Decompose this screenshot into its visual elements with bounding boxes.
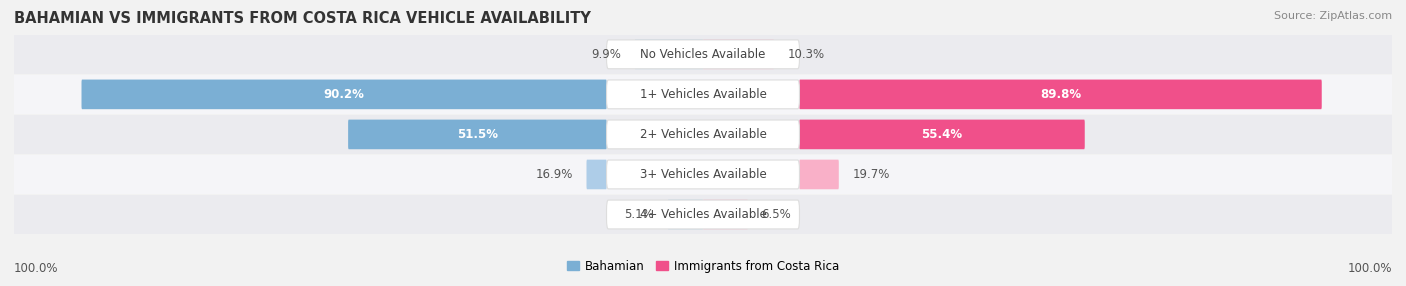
FancyBboxPatch shape xyxy=(668,200,703,229)
FancyBboxPatch shape xyxy=(800,80,1322,109)
Text: 19.7%: 19.7% xyxy=(852,168,890,181)
FancyBboxPatch shape xyxy=(349,120,606,149)
FancyBboxPatch shape xyxy=(634,39,703,69)
FancyBboxPatch shape xyxy=(703,200,748,229)
Text: 100.0%: 100.0% xyxy=(14,262,59,275)
FancyBboxPatch shape xyxy=(800,160,839,189)
Text: 10.3%: 10.3% xyxy=(787,48,825,61)
Text: 3+ Vehicles Available: 3+ Vehicles Available xyxy=(640,168,766,181)
FancyBboxPatch shape xyxy=(703,39,775,69)
Text: 2+ Vehicles Available: 2+ Vehicles Available xyxy=(640,128,766,141)
Bar xyxy=(14,35,1392,74)
Text: BAHAMIAN VS IMMIGRANTS FROM COSTA RICA VEHICLE AVAILABILITY: BAHAMIAN VS IMMIGRANTS FROM COSTA RICA V… xyxy=(14,11,591,26)
Text: 16.9%: 16.9% xyxy=(536,168,572,181)
FancyBboxPatch shape xyxy=(606,160,800,189)
FancyBboxPatch shape xyxy=(586,160,606,189)
FancyBboxPatch shape xyxy=(606,80,800,109)
Text: 6.5%: 6.5% xyxy=(762,208,792,221)
Bar xyxy=(14,155,1392,194)
Text: 4+ Vehicles Available: 4+ Vehicles Available xyxy=(640,208,766,221)
Text: 51.5%: 51.5% xyxy=(457,128,498,141)
Bar xyxy=(14,115,1392,154)
Bar xyxy=(14,195,1392,234)
Text: No Vehicles Available: No Vehicles Available xyxy=(640,48,766,61)
Text: 100.0%: 100.0% xyxy=(1347,262,1392,275)
FancyBboxPatch shape xyxy=(82,80,606,109)
FancyBboxPatch shape xyxy=(606,40,800,69)
FancyBboxPatch shape xyxy=(606,200,800,229)
Text: 5.1%: 5.1% xyxy=(624,208,654,221)
Text: 55.4%: 55.4% xyxy=(921,128,963,141)
Bar xyxy=(14,75,1392,114)
Text: 89.8%: 89.8% xyxy=(1040,88,1081,101)
Text: 90.2%: 90.2% xyxy=(323,88,364,101)
FancyBboxPatch shape xyxy=(800,120,1085,149)
FancyBboxPatch shape xyxy=(606,120,800,149)
Legend: Bahamian, Immigrants from Costa Rica: Bahamian, Immigrants from Costa Rica xyxy=(567,260,839,273)
Text: Source: ZipAtlas.com: Source: ZipAtlas.com xyxy=(1274,11,1392,21)
Text: 1+ Vehicles Available: 1+ Vehicles Available xyxy=(640,88,766,101)
Text: 9.9%: 9.9% xyxy=(591,48,621,61)
